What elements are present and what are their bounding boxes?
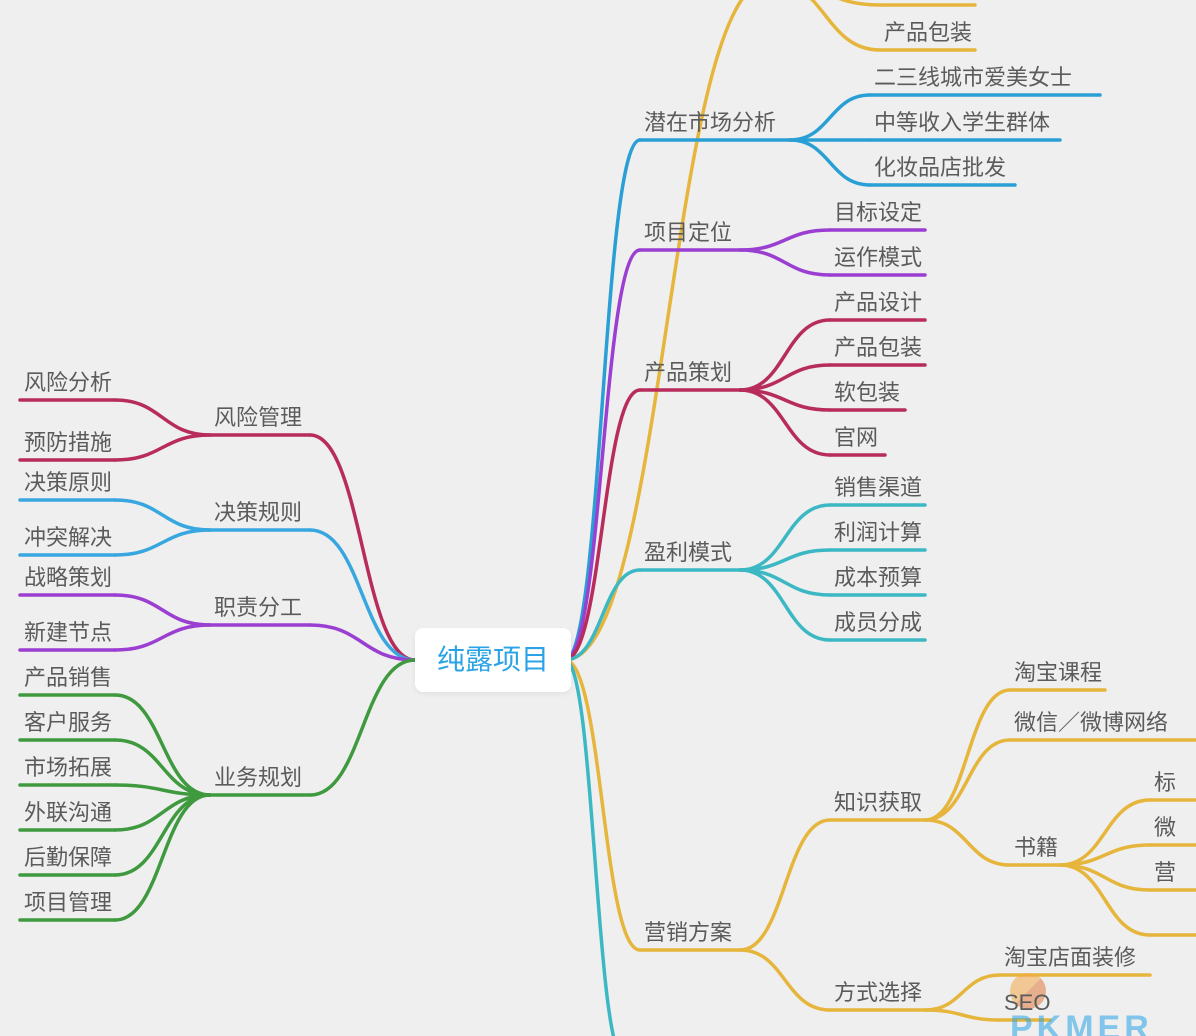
- mindmap-node[interactable]: 产品设计: [834, 292, 922, 314]
- mindmap-node[interactable]: 新建节点: [24, 622, 112, 644]
- mindmap-node[interactable]: 产品包装: [884, 22, 972, 44]
- mindmap-node[interactable]: 决策原则: [24, 472, 112, 494]
- mindmap-node[interactable]: 官网: [834, 427, 878, 449]
- mindmap-node[interactable]: 微: [1154, 817, 1176, 839]
- mindmap-node[interactable]: SEO: [1004, 992, 1050, 1014]
- mindmap-node[interactable]: 客户服务: [24, 712, 112, 734]
- mindmap-node[interactable]: 市场拓展: [24, 757, 112, 779]
- mindmap-node[interactable]: 中等收入学生群体: [874, 112, 1050, 134]
- mindmap-node[interactable]: 产品包装: [834, 337, 922, 359]
- mindmap-node[interactable]: 微信／微博网络: [1014, 712, 1168, 734]
- mindmap-node[interactable]: 销售渠道: [834, 477, 922, 499]
- mindmap-node[interactable]: 预防措施: [24, 432, 112, 454]
- mindmap-node[interactable]: 知识获取: [834, 792, 922, 814]
- mindmap-node[interactable]: 书籍: [1014, 837, 1058, 859]
- mindmap-node[interactable]: 产品策划: [644, 362, 732, 384]
- mindmap-node[interactable]: 目标设定: [834, 202, 922, 224]
- mindmap-node[interactable]: 方式选择: [834, 982, 922, 1004]
- mindmap-node[interactable]: 营: [1154, 862, 1176, 884]
- mindmap-node[interactable]: 软包装: [834, 382, 900, 404]
- mindmap-node[interactable]: 成员分成: [834, 612, 922, 634]
- mindmap-node[interactable]: 产品销售: [24, 667, 112, 689]
- mindmap-node[interactable]: 职责分工: [214, 597, 302, 619]
- mindmap-node[interactable]: 化妆品店批发: [874, 157, 1006, 179]
- mindmap-node[interactable]: 标: [1154, 772, 1176, 794]
- mindmap-node[interactable]: 运作模式: [834, 247, 922, 269]
- mindmap-node[interactable]: 盈利模式: [644, 542, 732, 564]
- mindmap-node[interactable]: 后勤保障: [24, 847, 112, 869]
- mindmap-node[interactable]: 潜在市场分析: [644, 112, 776, 134]
- mindmap-node[interactable]: 淘宝店面装修: [1004, 947, 1136, 969]
- root-node[interactable]: 纯露项目: [415, 628, 571, 692]
- edge-layer: [0, 0, 1196, 1036]
- mindmap-node[interactable]: 业务规划: [214, 767, 302, 789]
- mindmap-node[interactable]: 项目定位: [644, 222, 732, 244]
- mindmap-node[interactable]: 利润计算: [834, 522, 922, 544]
- mindmap-node[interactable]: 成本预算: [834, 567, 922, 589]
- mindmap-canvas: 纯露项目 PKMER 营销模式产品包装潜在市场分析二三线城市爱美女士中等收入学生…: [0, 0, 1196, 1036]
- mindmap-node[interactable]: 风险管理: [214, 407, 302, 429]
- mindmap-node[interactable]: 决策规则: [214, 502, 302, 524]
- mindmap-node[interactable]: 风险分析: [24, 372, 112, 394]
- mindmap-node[interactable]: 冲突解决: [24, 527, 112, 549]
- mindmap-node[interactable]: 外联沟通: [24, 802, 112, 824]
- mindmap-node[interactable]: 二三线城市爱美女士: [874, 67, 1072, 89]
- mindmap-node[interactable]: 项目管理: [24, 892, 112, 914]
- mindmap-node[interactable]: 战略策划: [24, 567, 112, 589]
- mindmap-node[interactable]: 营销方案: [644, 922, 732, 944]
- mindmap-node[interactable]: 淘宝课程: [1014, 662, 1102, 684]
